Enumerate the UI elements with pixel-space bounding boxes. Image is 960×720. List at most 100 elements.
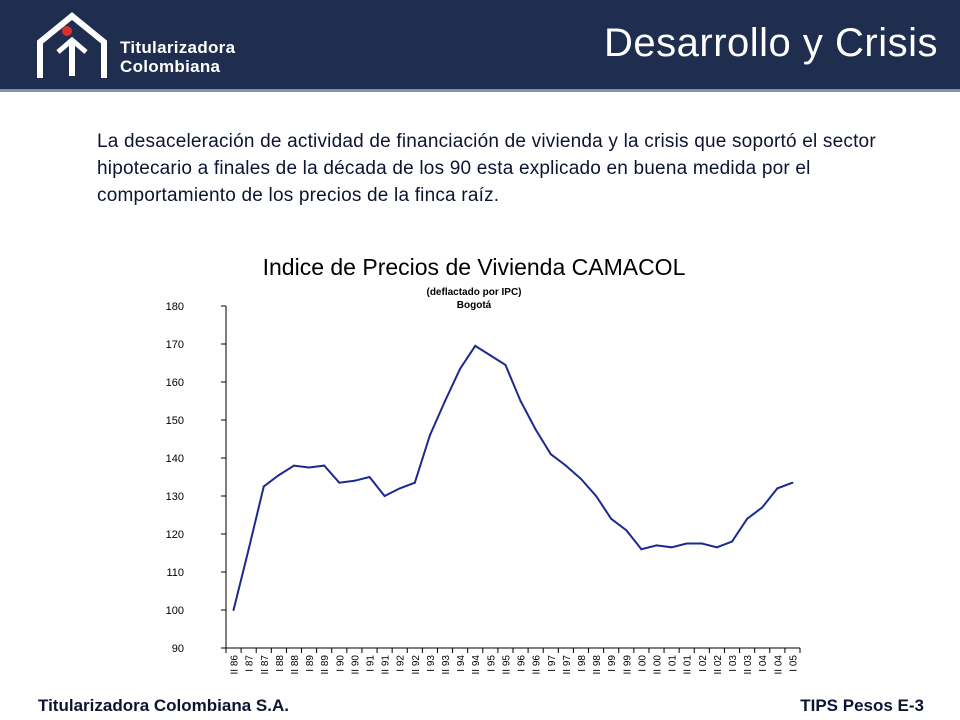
x-tick-label: II 02 xyxy=(713,655,724,675)
data-point xyxy=(323,464,326,467)
series-line xyxy=(232,344,793,611)
y-tick-label: 110 xyxy=(166,567,184,579)
data-point xyxy=(459,367,462,370)
x-tick-label: I 99 xyxy=(607,655,618,672)
y-tick-label: 150 xyxy=(166,415,184,427)
page-title: Desarrollo y Crisis xyxy=(604,21,938,65)
x-tick-label: II 99 xyxy=(622,655,633,675)
brand-name: Titularizadora Colombiana xyxy=(120,38,235,76)
data-point xyxy=(579,477,582,480)
data-point xyxy=(670,546,673,549)
x-tick-label: I 93 xyxy=(426,655,437,672)
y-ticks: 90 100 110 120 130 140 150 160 170 180 xyxy=(166,301,226,655)
chart-subtitle-1: (deflactado por IPC) xyxy=(426,287,521,298)
y-tick-label: 130 xyxy=(166,491,184,503)
x-tick-label: II 00 xyxy=(653,655,664,675)
y-tick-label: 100 xyxy=(166,605,184,617)
x-tick-label: I 88 xyxy=(275,655,286,672)
y-tick-label: 120 xyxy=(166,529,184,541)
data-point xyxy=(413,481,416,484)
x-tick-label: II 93 xyxy=(441,655,452,675)
data-point xyxy=(247,548,250,551)
data-point xyxy=(262,485,265,488)
x-tick-label: II 94 xyxy=(471,655,482,675)
data-point xyxy=(761,506,764,509)
data-point xyxy=(655,544,658,547)
x-tick-label: I 89 xyxy=(305,655,316,672)
chart-title: Indice de Precios de Vivienda CAMACOL xyxy=(263,254,686,280)
data-point xyxy=(519,400,522,402)
y-tick-label: 140 xyxy=(166,453,184,465)
data-point xyxy=(549,453,552,456)
footer-page-id: TIPS Pesos E-3 xyxy=(800,696,924,715)
data-point xyxy=(292,464,295,467)
data-point xyxy=(474,344,477,347)
data-point xyxy=(504,363,507,366)
data-point xyxy=(685,542,688,545)
x-tick-label: I 97 xyxy=(547,655,558,672)
y-tick-label: 180 xyxy=(166,301,184,313)
x-tick-label: I 96 xyxy=(517,655,528,672)
x-tick-label: I 05 xyxy=(788,655,799,672)
chart-subtitle-2: Bogotá xyxy=(457,300,492,311)
intro-paragraph: La desaceleración de actividad de financ… xyxy=(97,131,876,206)
x-tick-label: II 95 xyxy=(501,655,512,675)
x-tick-label: I 92 xyxy=(396,655,407,672)
data-point xyxy=(277,474,280,477)
x-tick-label: I 00 xyxy=(637,655,648,672)
data-point xyxy=(383,495,386,497)
brand-line-2: Colombiana xyxy=(120,57,221,76)
y-tick-label: 90 xyxy=(172,643,184,655)
data-point xyxy=(428,434,431,437)
x-tick-label: I 94 xyxy=(456,655,467,672)
data-point xyxy=(731,540,734,543)
data-point xyxy=(595,495,598,497)
x-tick-label: II 01 xyxy=(683,655,694,675)
data-point xyxy=(791,481,794,484)
x-tick-label: II 87 xyxy=(260,655,271,675)
data-point xyxy=(489,354,492,357)
x-tick-label: II 86 xyxy=(230,655,241,675)
logo xyxy=(37,12,107,78)
x-tick-label: I 87 xyxy=(245,655,256,672)
x-tick-label: II 96 xyxy=(532,655,543,675)
x-tick-label: I 02 xyxy=(698,655,709,672)
x-tick-label: II 88 xyxy=(290,655,301,675)
x-tick-label: II 03 xyxy=(743,655,754,675)
data-point xyxy=(746,517,749,520)
data-point xyxy=(308,466,311,469)
x-tick-label: II 92 xyxy=(411,655,422,675)
y-tick-label: 160 xyxy=(166,377,184,389)
footer-company: Titularizadora Colombiana S.A. xyxy=(38,696,289,715)
x-tick-label: II 98 xyxy=(592,655,603,675)
data-point xyxy=(353,479,356,482)
x-tick-label: II 89 xyxy=(320,655,331,675)
data-point xyxy=(715,546,718,549)
data-point xyxy=(534,428,537,431)
data-point xyxy=(338,481,341,484)
data-point xyxy=(444,400,447,402)
data-point xyxy=(625,529,628,532)
data-point xyxy=(232,609,235,611)
data-point xyxy=(368,476,371,478)
x-tick-label: II 90 xyxy=(350,655,361,675)
data-point xyxy=(610,517,613,520)
data-point xyxy=(398,487,401,490)
data-point xyxy=(564,464,567,467)
x-tick-label: I 01 xyxy=(668,655,679,672)
data-point xyxy=(640,548,643,551)
x-ticks: II 86 I 87 II 87 I 88 II 88 I 89 II 89 I 90 II 9… xyxy=(225,648,801,675)
x-tick-label: I 03 xyxy=(728,655,739,672)
x-tick-label: I 95 xyxy=(486,655,497,672)
x-tick-label: II 04 xyxy=(773,655,784,675)
data-point xyxy=(700,542,703,545)
x-tick-label: I 91 xyxy=(366,655,377,672)
x-tick-label: II 97 xyxy=(562,655,573,675)
data-point xyxy=(776,487,779,490)
header-bar: Titularizadora Colombiana Desarrollo y C… xyxy=(0,0,960,92)
x-tick-label: I 90 xyxy=(335,655,346,672)
y-tick-label: 170 xyxy=(166,339,184,351)
x-tick-label: II 91 xyxy=(381,655,392,675)
series-points xyxy=(232,344,794,611)
